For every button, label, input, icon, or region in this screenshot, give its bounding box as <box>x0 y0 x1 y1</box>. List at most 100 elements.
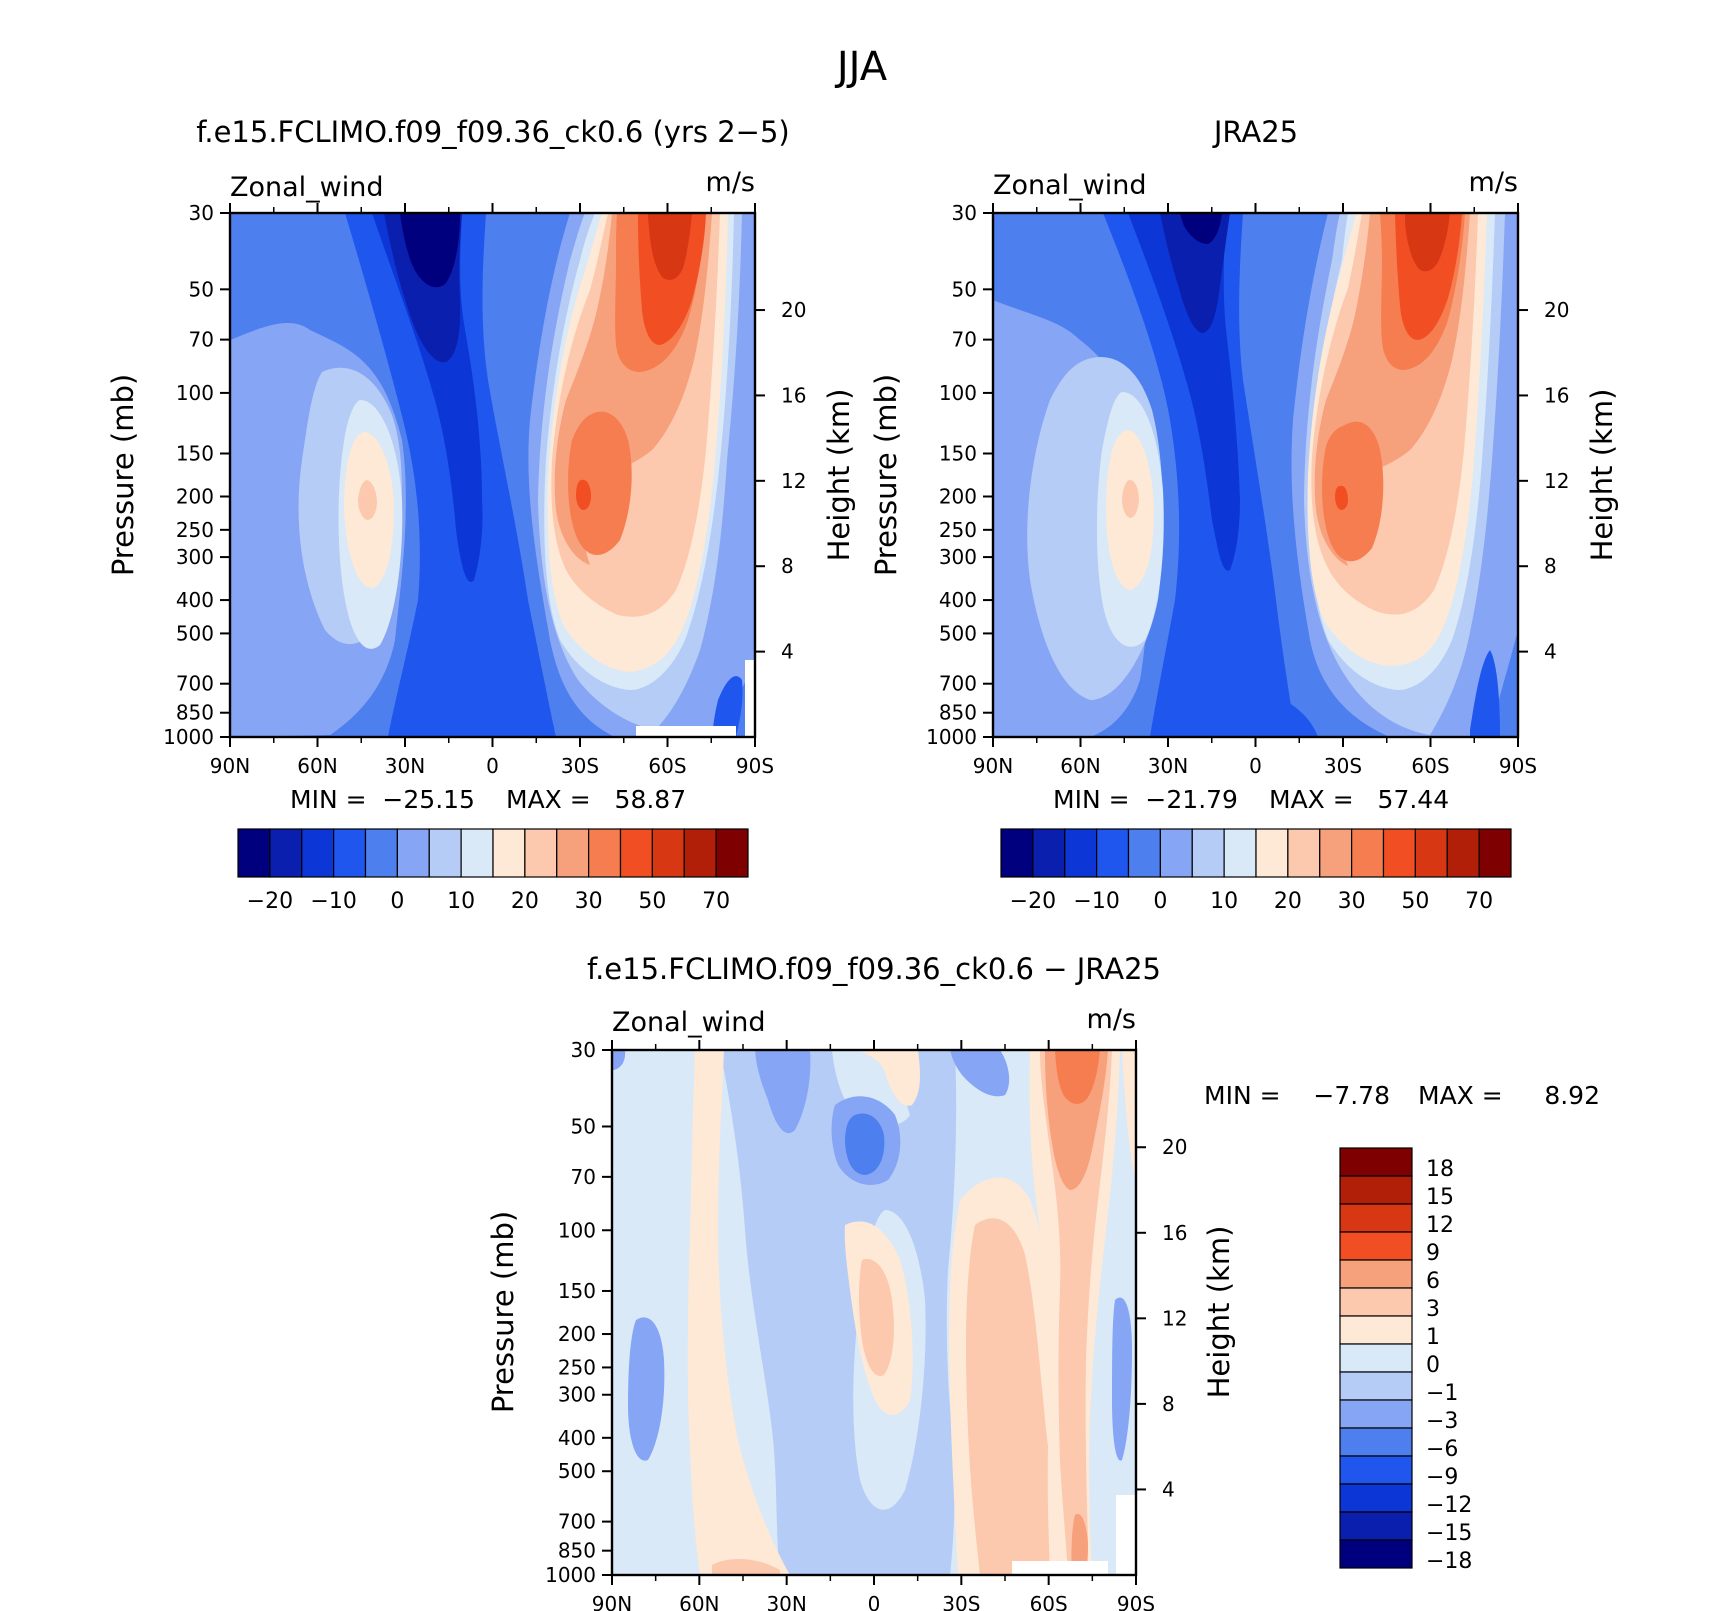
x-tick-label: 60S <box>1411 754 1449 778</box>
colorbar-box <box>1414 828 1448 878</box>
y-tick-label: 400 <box>558 1426 596 1450</box>
y2-tick-label: 8 <box>1162 1392 1175 1416</box>
max-value: 8.92 <box>1544 1081 1600 1110</box>
colorbar-box <box>1127 828 1161 878</box>
colorbar-box <box>715 828 749 878</box>
contour-band <box>1040 1050 1112 1575</box>
y-tick-label: 200 <box>176 484 214 508</box>
y-tick-label: 250 <box>176 518 214 542</box>
y2-tick-label: 8 <box>781 554 794 578</box>
y-tick-label: 250 <box>558 1355 596 1379</box>
y2-tick-label: 16 <box>781 383 806 407</box>
y-tick-label: 1000 <box>163 725 214 749</box>
colorbar-box <box>1339 1147 1413 1177</box>
colorbar-box <box>492 828 526 878</box>
contour-band <box>1335 485 1348 510</box>
colorbar-label: −20 <box>1010 889 1056 914</box>
y2-axis-label: Height (km) <box>822 389 856 562</box>
contour-band <box>1122 1050 1136 1180</box>
max-label: MAX = 58.87 <box>506 785 686 814</box>
colorbar-box <box>333 828 367 878</box>
colorbar-label: −10 <box>1073 889 1119 914</box>
contour-band <box>845 1113 885 1175</box>
max-label: MAX = <box>1418 1081 1503 1110</box>
y2-tick-label: 20 <box>1162 1135 1187 1159</box>
x-tick-label: 90S <box>1117 1592 1155 1611</box>
y-tick-label: 1000 <box>926 725 977 749</box>
contour-band <box>950 1050 1010 1097</box>
x-tick-label: 0 <box>486 754 499 778</box>
colorbar-box <box>1339 1343 1413 1373</box>
y-tick-label: 500 <box>558 1459 596 1483</box>
missing-data-region <box>745 660 755 737</box>
colorbar-box <box>1339 1511 1413 1541</box>
colorbar-label: 50 <box>638 889 666 914</box>
colorbar-box <box>1339 1315 1413 1345</box>
colorbar-box <box>396 828 430 878</box>
y-tick-label: 150 <box>558 1279 596 1303</box>
y-tick-label: 200 <box>939 484 977 508</box>
colorbar-label: −1 <box>1426 1381 1458 1406</box>
y-tick-label: 1000 <box>545 1563 596 1587</box>
missing-data-region <box>1012 1561 1108 1575</box>
contour-band <box>1180 213 1222 244</box>
units-label: m/s <box>706 167 755 198</box>
units-label: m/s <box>1087 1004 1136 1035</box>
contour-band <box>859 1259 894 1376</box>
colorbar-box <box>651 828 685 878</box>
colorbar-box <box>1339 1399 1413 1429</box>
y2-tick-label: 12 <box>1162 1306 1187 1330</box>
colorbar-box <box>1478 828 1512 878</box>
colorbar-label: −18 <box>1426 1549 1472 1574</box>
colorbar-box <box>1339 1455 1413 1485</box>
x-tick-label: 60N <box>1060 754 1100 778</box>
contour-band <box>687 1050 790 1575</box>
y-tick-label: 70 <box>952 328 977 352</box>
colorbar-label: 70 <box>702 889 730 914</box>
colorbar-box <box>1351 828 1385 878</box>
colorbar: 18 15 12 9 6 3 1 0 −1 −3 −6 −9 −12 −15 −18 <box>1339 1147 1472 1574</box>
y-tick-label: 70 <box>571 1165 596 1189</box>
colorbar-box <box>1191 828 1225 878</box>
contour-band <box>576 479 591 510</box>
min-value: −7.78 <box>1313 1081 1390 1110</box>
contour-band <box>755 1050 811 1134</box>
y-tick-label: 30 <box>952 201 977 225</box>
colorbar-label: 3 <box>1426 1297 1440 1322</box>
y-tick-label: 100 <box>558 1218 596 1242</box>
colorbar-box <box>269 828 303 878</box>
y-tick-label: 700 <box>558 1510 596 1534</box>
colorbar-label: 0 <box>1426 1353 1440 1378</box>
contour-band <box>712 1558 780 1575</box>
colorbar: −20 −10 0 10 20 30 50 70 <box>1000 828 1512 914</box>
missing-data-region <box>636 726 736 737</box>
axes: 90N 60N 30N 0 30S 60S 90S 30 50 70 100 150 200 250 300… <box>545 1038 1187 1611</box>
contour-band <box>858 1050 920 1106</box>
colorbar-label: 70 <box>1465 889 1493 914</box>
x-tick-label: 90N <box>210 754 250 778</box>
y2-tick-label: 4 <box>1544 640 1557 664</box>
colorbar-box <box>1223 828 1257 878</box>
colorbar-label: −15 <box>1426 1521 1472 1546</box>
y2-axis-label: Height (km) <box>1202 1226 1236 1399</box>
colorbar-box <box>1339 1371 1413 1401</box>
colorbar-label: −9 <box>1426 1465 1458 1490</box>
units-label: m/s <box>1469 167 1518 198</box>
x-tick-label: 90S <box>1499 754 1537 778</box>
colorbar: −20 −10 0 10 20 30 50 70 <box>237 828 749 914</box>
contour-band <box>1103 213 1296 737</box>
colorbar-box <box>1339 1539 1413 1569</box>
y2-tick-label: 20 <box>1544 298 1569 322</box>
y-tick-label: 400 <box>939 588 977 612</box>
panel-title: f.e15.FCLIMO.f09_f09.36_ck0.6 (yrs 2−5) <box>196 115 789 149</box>
y-axis-label: Pressure (mb) <box>486 1211 520 1413</box>
y-tick-label: 300 <box>939 545 977 569</box>
y-tick-label: 850 <box>558 1539 596 1563</box>
contour-band <box>1470 650 1500 737</box>
y-tick-label: 850 <box>176 701 214 725</box>
colorbar-label: 50 <box>1401 889 1429 914</box>
y-tick-label: 200 <box>558 1322 596 1346</box>
x-tick-label: 90S <box>736 754 774 778</box>
colorbar-box <box>1255 828 1289 878</box>
